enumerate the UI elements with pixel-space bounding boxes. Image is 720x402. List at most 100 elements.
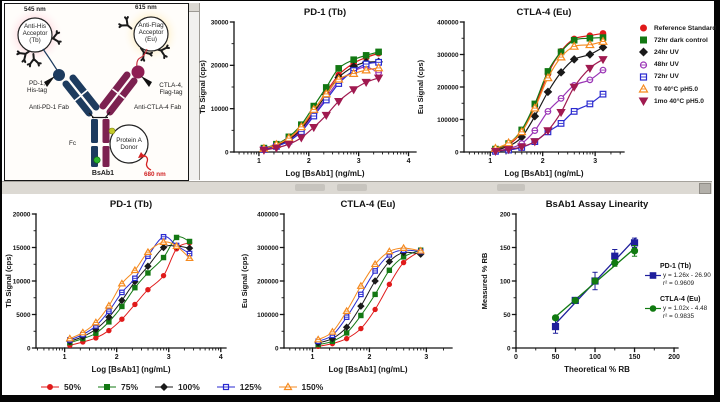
y-axis-label: Eu Signal (cps)	[416, 59, 425, 114]
triangle-up-open-marker-icon	[585, 39, 595, 49]
legend-item-1mo-40-c-ph5-0: 1mo 40°C pH5.0	[637, 95, 716, 107]
label-line: Acceptor	[138, 29, 164, 37]
series-24hr-uv	[491, 43, 608, 155]
tick-label: 400000	[437, 19, 459, 26]
protein-a-donor-bead	[109, 124, 149, 164]
tick-label: 0	[507, 345, 511, 352]
series-50	[67, 240, 193, 349]
diamond-marker-icon	[585, 50, 595, 59]
excitation-arrowhead	[138, 152, 145, 158]
legend-equation-row: y = 1.26x - 26.90	[645, 271, 720, 280]
100-marker-icon	[155, 382, 174, 392]
triangle-down-marker-icon	[296, 134, 306, 143]
diamond-marker-icon	[159, 243, 168, 252]
72hr-dark-control-marker-icon	[640, 36, 647, 44]
circle-marker-icon	[132, 301, 138, 308]
chart-bsab1-assay-linearity: 0 50 100 150 200 0 50 100 150 200 BsAb1 Assay Line…	[478, 194, 712, 382]
tick-label: 3	[167, 354, 171, 361]
72hr-uv-marker-icon	[639, 73, 648, 81]
ctla4-antigen-ball	[131, 65, 145, 79]
tick-label: 30000	[211, 19, 229, 26]
diamond-marker-icon	[160, 382, 169, 392]
legend-label: 75%	[121, 382, 139, 392]
triangle-down-marker-icon	[569, 83, 579, 92]
diamond-marker-icon	[385, 257, 394, 266]
y-axis-label: Measured % RB	[480, 252, 489, 309]
chart-title: PD-1 (Tb)	[110, 199, 152, 210]
ctla4-flag-tag-label: CTLA-4, Flag-tag	[154, 82, 188, 96]
tick-label: 0	[455, 149, 459, 156]
legend-item-50: 50%	[40, 382, 81, 392]
y-axis-label: Tb Signal (cps)	[4, 254, 13, 308]
pd1-his-tag-label: PD-1, His-tag	[21, 80, 53, 94]
scrollbar-smudge	[497, 184, 525, 191]
legend-item-t0-40-c-ph5-0: T0 40°C pH5.0	[637, 83, 716, 95]
anti-ctla4-fab-arm	[99, 71, 138, 116]
circle-marker-icon	[47, 384, 53, 390]
scrollbar-corner[interactable]	[699, 183, 711, 194]
tick-label: 400000	[257, 211, 279, 218]
series-100	[66, 242, 194, 346]
triangle-up-open-marker-icon	[529, 103, 540, 112]
scroll-up-arrow[interactable]	[188, 3, 199, 12]
circle-marker-icon	[386, 281, 393, 288]
chart-pd1-tb-linearity-curves: 1 2 3 4 0 5000 10000 15000 20000 PD-1 (Tb) Log [Bs…	[2, 194, 236, 382]
legend-item-125: 125%	[216, 382, 262, 392]
triangle-up-open-marker-icon	[516, 126, 527, 136]
ctla-4-eu-marker-icon	[645, 305, 661, 312]
fc-label: Fc	[69, 140, 76, 147]
legend-block-pd-1-tb: PD-1 (Tb) y = 1.26x - 26.90 r² = 0.9609	[645, 263, 720, 287]
horizontal-scrollbar[interactable]	[2, 181, 712, 194]
tick-label: 1	[257, 158, 261, 165]
tick-label: 2	[115, 354, 119, 361]
diamond-marker-icon	[105, 313, 113, 321]
flag-tag-linker	[136, 48, 148, 69]
tick-label: 200	[500, 211, 511, 218]
wavelength-545-label: 545 nm	[24, 6, 46, 13]
label-line: Anti-His	[23, 23, 47, 30]
square-marker-icon	[640, 36, 647, 44]
circle-marker-icon	[106, 327, 112, 334]
chart-title: CTLA-4 (Eu)	[517, 7, 572, 18]
square-marker-icon	[630, 239, 639, 247]
bsab1-schematic-drawing	[6, 5, 180, 171]
y-axis-label: Tb Signal (cps)	[198, 60, 207, 114]
triangle-down-marker-icon	[490, 147, 501, 156]
x-axis-label: Theoretical % RB	[564, 365, 630, 374]
axes	[459, 21, 625, 157]
legend-label: T0 40°C pH5.0	[654, 85, 699, 93]
triangle-up-open-marker-icon	[282, 382, 293, 391]
tick-label: 15000	[13, 245, 31, 252]
label-line: Flag-tag	[159, 89, 183, 97]
triangle-down-marker-icon	[543, 127, 553, 136]
circle-marker-icon	[400, 259, 407, 266]
diamond-marker-icon	[357, 302, 365, 310]
diamond-marker-icon	[118, 296, 126, 305]
tick-label: 200	[668, 354, 680, 361]
triangle-up-open-marker-icon	[321, 88, 332, 98]
triangle-down-marker-icon	[321, 111, 331, 120]
tick-label: 3	[424, 354, 428, 361]
triangle-down-marker-icon	[271, 144, 282, 153]
legend-r-squared: r² = 0.9609	[663, 280, 695, 287]
triangle-up-open-marker-icon	[399, 243, 408, 251]
tick-label: 100000	[257, 312, 279, 319]
bsab1-label: BsAb1	[91, 170, 115, 177]
legend-label: 50%	[64, 382, 82, 392]
tick-label: 20000	[211, 63, 229, 70]
chart-title: PD-1 (Tb)	[304, 7, 346, 18]
150-marker-icon	[278, 382, 297, 391]
legend-item-reference-standard: Reference Standard	[637, 22, 716, 34]
triangle-down-marker-icon	[530, 138, 540, 147]
triangle-up-open-marker-icon	[117, 279, 127, 287]
1mo-40-c-ph5-0-marker-icon	[638, 97, 649, 107]
circle-marker-icon	[358, 325, 364, 332]
triangle-down-marker-icon	[598, 56, 608, 65]
tick-label: 0	[514, 354, 518, 361]
diamond-marker-icon	[556, 68, 566, 77]
triangle-up-open-marker-icon	[185, 253, 194, 262]
diamond-marker-icon	[371, 277, 379, 285]
square-marker-icon	[362, 52, 370, 59]
square-marker-icon	[386, 267, 393, 273]
